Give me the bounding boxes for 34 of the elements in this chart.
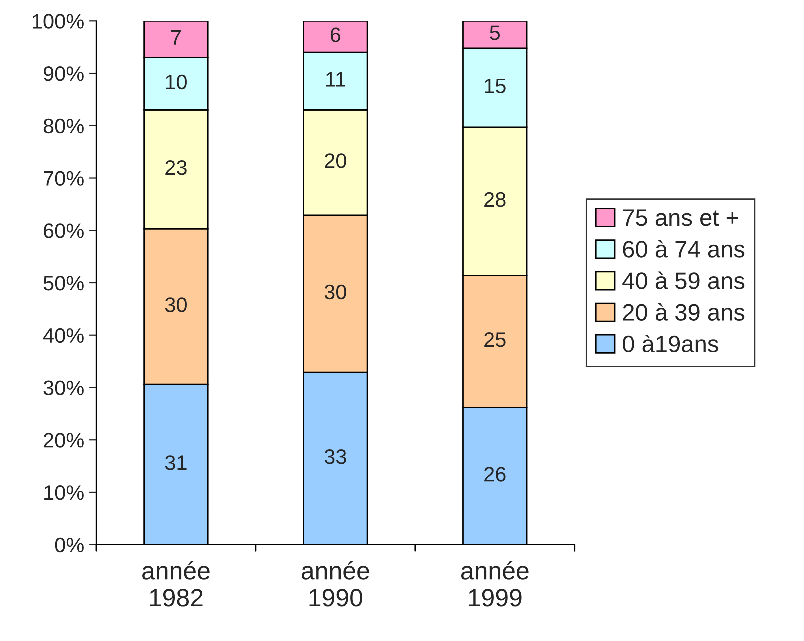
data-label: 20 xyxy=(325,154,346,168)
data-label: 7 xyxy=(171,30,181,45)
data-label: 31 xyxy=(165,456,187,470)
data-label: 30 xyxy=(324,284,346,300)
y-tick-label: 80% xyxy=(44,118,84,134)
data-label: 15 xyxy=(485,78,506,94)
y-tick-label: 60% xyxy=(44,224,84,238)
data-label: 5 xyxy=(490,26,500,40)
legend-label: 20 à 39 ans xyxy=(623,303,745,321)
legend-label: 75 ans et + xyxy=(623,210,738,226)
data-label: 11 xyxy=(326,72,346,87)
x-tick-label: année 1999 xyxy=(461,561,529,607)
y-tick-label: 50% xyxy=(44,276,84,291)
legend-label: 60 à 74 ans xyxy=(623,240,745,258)
data-label: 28 xyxy=(484,192,506,208)
y-tick-label: 40% xyxy=(43,328,84,344)
y-tick-label: 70% xyxy=(44,171,84,186)
y-tick-label: 100% xyxy=(32,14,84,29)
y-tick-label: 30% xyxy=(44,380,84,396)
y-tick-label: 0% xyxy=(55,538,84,553)
x-tick-label: année 1990 xyxy=(302,561,370,607)
legend-label: 40 à 59 ans xyxy=(622,272,745,290)
data-label: 33 xyxy=(324,450,346,464)
y-tick-label: 20% xyxy=(44,433,84,448)
data-label: 26 xyxy=(484,467,506,482)
data-label: 23 xyxy=(166,160,187,176)
data-label: 25 xyxy=(484,332,506,348)
data-label: 6 xyxy=(330,28,341,42)
y-tick-label: 10% xyxy=(44,485,84,500)
y-tick-label: 90% xyxy=(44,66,84,82)
data-label: 10 xyxy=(166,74,187,90)
data-label: 30 xyxy=(165,298,187,312)
legend-label: 0 à19ans xyxy=(623,334,718,353)
x-tick-label: année 1982 xyxy=(142,561,210,607)
